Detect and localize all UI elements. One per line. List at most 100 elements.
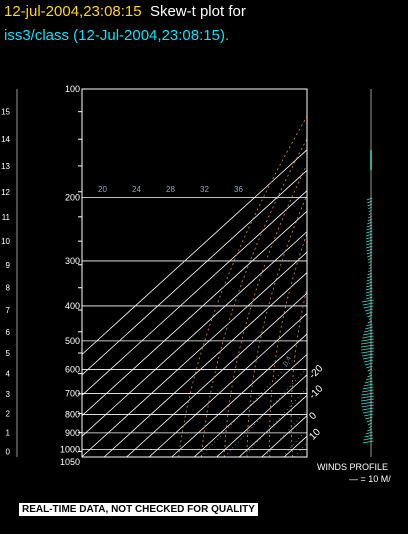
moist-adiabat-label: 32 — [200, 185, 209, 194]
wind-barb — [362, 302, 374, 306]
km-tick-label: 2 — [6, 409, 11, 418]
pressure-tick-label: 400 — [65, 301, 80, 311]
km-tick-label: 5 — [6, 349, 11, 358]
winds-profile-label: WINDS PROFILE — [317, 462, 389, 472]
wind-barb — [368, 263, 372, 267]
wind-barb — [366, 284, 373, 288]
wind-barb — [362, 353, 374, 357]
wind-barb — [368, 215, 372, 219]
wind-barb — [361, 392, 374, 396]
chart-timestamp: 12-jul-2004,23:08:15 — [4, 3, 142, 20]
wind-barb — [365, 233, 373, 237]
isotherm-line — [283, 435, 307, 457]
wind-barb — [366, 419, 373, 423]
wind-barb — [365, 416, 373, 420]
wind-barb — [360, 398, 375, 402]
pressure-tick-label: 200 — [65, 192, 80, 202]
isotherm-line — [238, 394, 307, 457]
wind-barb — [364, 413, 374, 417]
wind-barb — [367, 257, 373, 261]
chart-subtitle: iss3/class (12-Jul-2004,23:08:15). — [4, 27, 230, 44]
wind-barb — [367, 428, 373, 432]
wind-barb — [365, 290, 373, 294]
wind-barb — [361, 299, 374, 303]
isotherm-line — [216, 374, 307, 457]
isotherm-line — [82, 231, 307, 437]
wind-barb — [365, 311, 373, 315]
wind-barb — [363, 437, 374, 441]
wind-barb — [366, 377, 373, 381]
isotherm-line — [82, 210, 307, 417]
isotherm-line — [148, 312, 307, 457]
wind-barb — [365, 287, 373, 291]
wind-barb — [367, 203, 373, 207]
temperature-profile-line — [311, 89, 408, 449]
wind-barb — [364, 434, 373, 438]
mixing-ratio-line — [200, 355, 298, 457]
wind-barb — [366, 281, 373, 285]
wind-barb — [363, 329, 374, 333]
mixing-ratio-label: 0.4 — [282, 355, 293, 367]
wind-barb — [363, 305, 374, 309]
km-tick-label: 15 — [1, 108, 10, 117]
wind-barb — [366, 278, 373, 282]
wind-barb — [361, 347, 375, 351]
wind-barb — [364, 308, 373, 312]
wind-barb — [367, 200, 373, 204]
winds-scale-label: — = 10 M/ — [349, 474, 391, 484]
dry-adiabat-line — [246, 193, 307, 457]
temp-tick-label-right: -10 — [307, 383, 325, 401]
wind-barb — [360, 344, 375, 348]
km-tick-label: 13 — [1, 162, 10, 171]
wind-barb — [366, 296, 373, 300]
dry-adiabat-line — [200, 137, 307, 457]
plot-frame — [81, 88, 308, 458]
dewpoint-profile-line — [317, 89, 408, 449]
wind-barb — [365, 236, 373, 240]
wind-barb — [367, 422, 373, 426]
wind-barb — [361, 395, 375, 399]
dry-adiabat-line — [178, 115, 307, 457]
chart-title: 12-jul-2004,23:08:15 Skew-t plot for — [4, 3, 246, 20]
wind-barb — [361, 350, 374, 354]
isotherm-line — [193, 353, 307, 457]
wind-barb — [365, 326, 373, 330]
isotherm-line — [306, 456, 307, 457]
wind-barb — [362, 356, 374, 360]
wind-barb — [363, 359, 374, 363]
wind-barb — [366, 227, 373, 231]
isotherm-line — [329, 89, 408, 457]
pressure-tick-label: 1000 — [60, 444, 80, 454]
mixing-ratio-line — [319, 356, 407, 457]
dry-adiabat-line — [290, 286, 307, 457]
pressure-tick-label: 500 — [65, 336, 80, 346]
wind-barb — [367, 218, 373, 222]
isotherm-line — [126, 292, 307, 457]
wind-barb — [362, 335, 374, 339]
wind-barb — [368, 206, 373, 210]
wind-barb — [368, 266, 372, 270]
wind-barb — [362, 332, 374, 336]
wind-barb — [366, 245, 373, 249]
wind-barb — [362, 407, 374, 411]
pressure-tick-label: 700 — [65, 389, 80, 399]
isotherm-line — [352, 89, 408, 457]
km-tick-label: 11 — [2, 213, 11, 222]
moist-adiabat-label: 24 — [132, 185, 141, 194]
wind-barb — [367, 320, 373, 324]
wind-barb — [361, 338, 374, 342]
wind-barb — [366, 248, 373, 252]
wind-barb — [361, 341, 375, 345]
wind-barb — [368, 212, 372, 216]
wind-barb — [361, 401, 375, 405]
isotherm-line — [82, 190, 307, 396]
wind-barb — [367, 272, 373, 276]
wind-barb — [367, 368, 373, 372]
isotherm-line — [82, 169, 307, 376]
dry-adiabat-line — [389, 89, 408, 457]
isotherm-line — [171, 333, 307, 457]
km-tick-label: 12 — [1, 188, 10, 197]
pressure-tick-label: 900 — [65, 428, 80, 438]
wind-barb — [365, 239, 373, 243]
